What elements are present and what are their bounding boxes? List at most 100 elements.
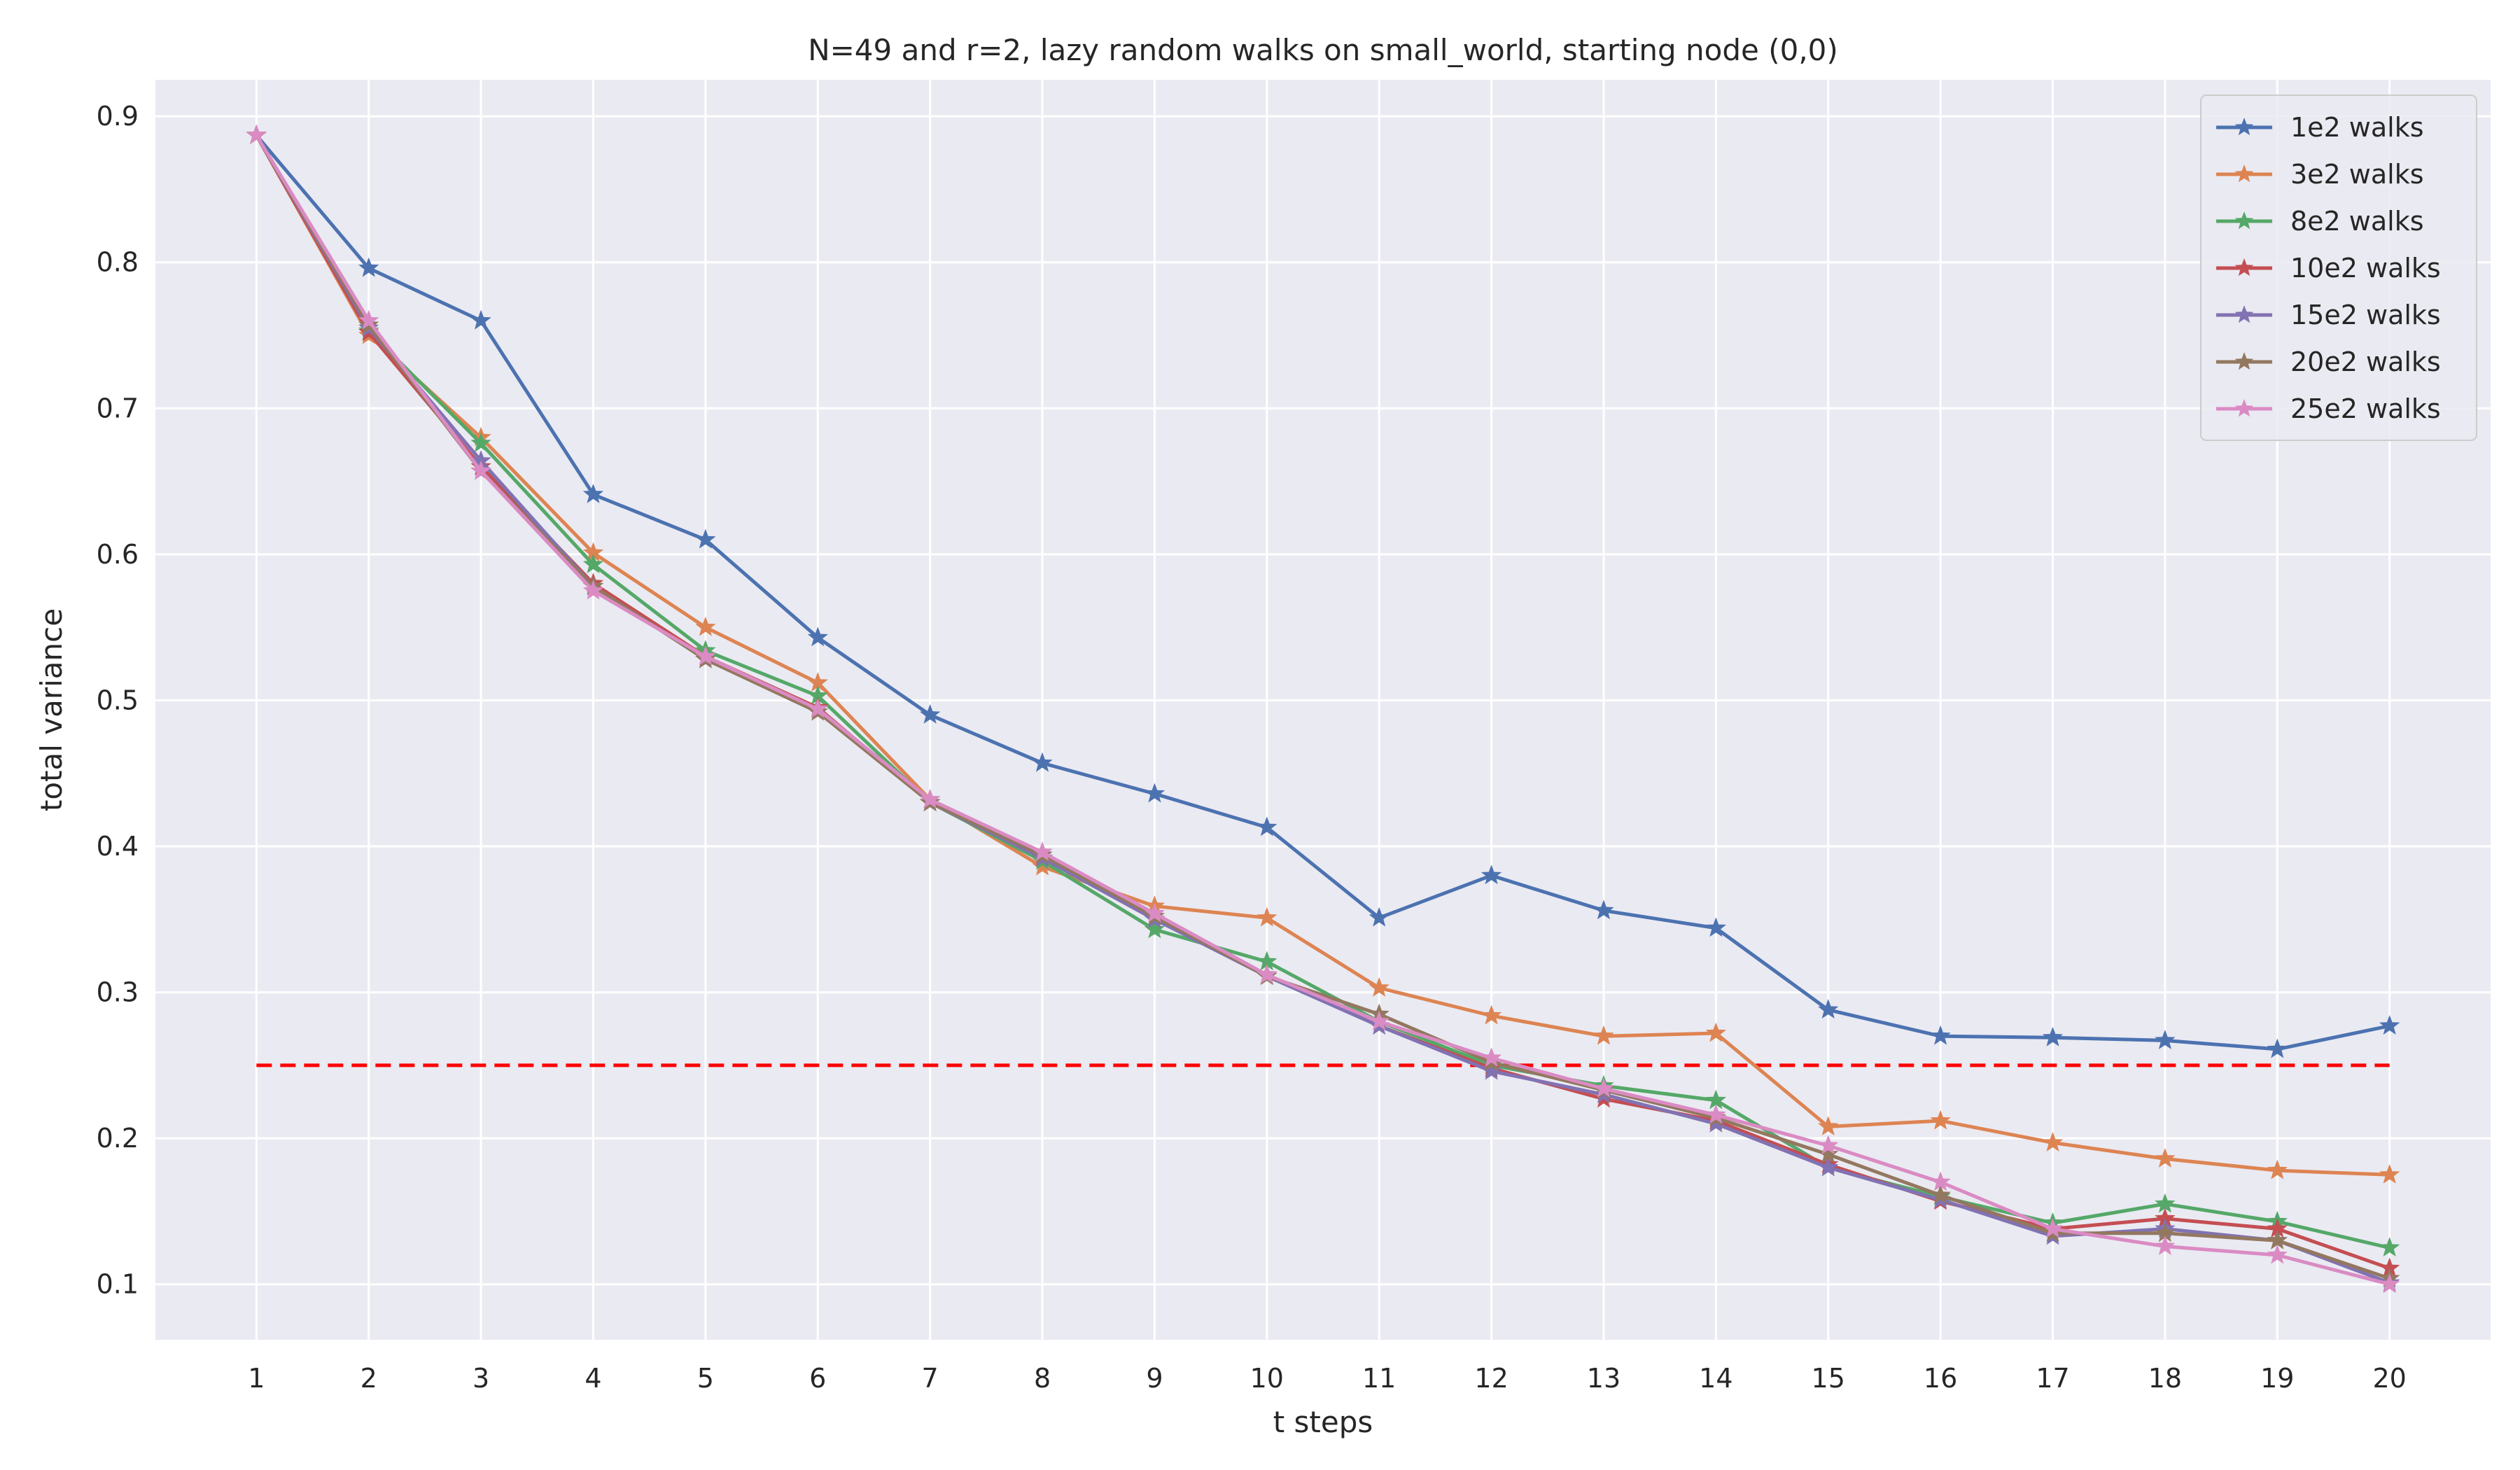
x-tick-label: 15	[1812, 1363, 1845, 1394]
legend-box	[2200, 94, 2477, 441]
x-tick-label: 14	[1699, 1363, 1732, 1394]
x-tick-label: 11	[1362, 1363, 1396, 1394]
data-point	[1818, 1116, 1839, 1135]
gridlines	[155, 80, 2491, 1340]
x-tick-label: 9	[1146, 1363, 1163, 1394]
data-point	[582, 483, 604, 503]
data-point	[2042, 1026, 2064, 1046]
data-point	[246, 124, 267, 144]
legend-label: 8e2 walks	[2290, 206, 2424, 237]
legend-label: 3e2 walks	[2290, 159, 2424, 190]
data-point	[695, 616, 716, 636]
y-tick-label: 0.5	[97, 685, 139, 715]
data-point	[2267, 1038, 2288, 1058]
legend-item: 1e2 walks	[2216, 112, 2424, 143]
series-6	[246, 124, 2400, 1294]
series-line	[255, 134, 2390, 1250]
legend-marker	[2234, 258, 2254, 276]
x-tick-label: 16	[1924, 1363, 1957, 1394]
data-point	[2379, 1273, 2400, 1294]
data-point	[470, 309, 491, 330]
data-point	[2379, 1015, 2400, 1035]
legend-marker	[2234, 399, 2254, 417]
legend-marker	[2234, 164, 2254, 183]
data-point	[807, 626, 828, 647]
legend-item: 3e2 walks	[2216, 159, 2424, 190]
legend-item: 8e2 walks	[2216, 206, 2424, 237]
series-group	[246, 124, 2400, 1294]
x-tick-label: 4	[584, 1363, 601, 1394]
x-tick-label: 18	[2148, 1363, 2182, 1394]
data-point	[1368, 906, 1390, 927]
y-tick-label: 0.7	[97, 393, 139, 424]
legend-label: 1e2 walks	[2290, 112, 2424, 143]
x-tick-label: 19	[2260, 1363, 2294, 1394]
data-point	[2155, 1147, 2176, 1168]
data-point	[1930, 1184, 1951, 1204]
data-point	[1144, 783, 1166, 803]
legend-label: 10e2 walks	[2290, 253, 2441, 284]
x-tick-label: 17	[2036, 1363, 2069, 1394]
data-point	[1480, 864, 1502, 885]
data-point	[2379, 1163, 2400, 1184]
legend-marker	[2234, 305, 2254, 323]
data-point	[1032, 841, 1053, 861]
legend-item: 15e2 walks	[2216, 300, 2441, 330]
data-point	[582, 554, 604, 573]
data-point	[1256, 964, 1278, 984]
x-tick-label: 13	[1587, 1363, 1620, 1394]
data-point	[1593, 1077, 1614, 1098]
data-point	[2042, 1131, 2064, 1152]
data-point	[358, 257, 379, 277]
data-point	[1480, 1004, 1502, 1025]
data-point	[1593, 1025, 1614, 1045]
y-tick-label: 0.6	[97, 539, 139, 570]
x-tick-label: 3	[472, 1363, 489, 1394]
data-point	[1705, 1104, 1727, 1124]
data-point	[1144, 902, 1166, 923]
data-point	[2379, 1237, 2400, 1257]
series-line	[255, 134, 2390, 1280]
data-point	[1256, 816, 1278, 836]
legend-label: 20e2 walks	[2290, 346, 2441, 377]
data-point	[470, 460, 491, 480]
series-line	[255, 134, 2390, 1177]
legend-marker	[2234, 211, 2254, 230]
series-line	[255, 134, 2390, 1287]
y-tick-label: 0.9	[97, 101, 139, 132]
data-point	[2155, 1236, 2176, 1255]
data-point	[695, 645, 716, 666]
legend-label: 15e2 walks	[2290, 300, 2441, 330]
data-point	[2155, 1029, 2176, 1049]
x-tick-label: 20	[2372, 1363, 2406, 1394]
y-tick-label: 0.3	[97, 977, 139, 1008]
data-point	[1705, 1022, 1727, 1042]
data-point	[1818, 1143, 1839, 1163]
data-point	[1930, 1171, 1951, 1191]
legend-label: 25e2 walks	[2290, 393, 2441, 424]
data-point	[1930, 1110, 1951, 1130]
x-tick-label: 8	[1034, 1363, 1051, 1394]
x-tick-label: 12	[1474, 1363, 1508, 1394]
data-point	[582, 580, 604, 600]
y-tick-label: 0.2	[97, 1123, 139, 1154]
y-tick-label: 0.8	[97, 247, 139, 278]
legend-item: 10e2 walks	[2216, 253, 2441, 284]
data-point	[919, 788, 941, 808]
legend-item: 25e2 walks	[2216, 393, 2441, 424]
data-point	[2267, 1159, 2288, 1180]
legend: 1e2 walks 3e2 walks 8e2 walks 10e2 walks 15e…	[2200, 94, 2477, 441]
legend-marker	[2234, 352, 2254, 370]
x-tick-label: 10	[1250, 1363, 1284, 1394]
data-point	[807, 698, 828, 718]
x-tick-label: 6	[809, 1363, 826, 1394]
data-point	[1818, 1156, 1839, 1177]
x-tick-label: 7	[922, 1363, 939, 1394]
data-point	[1032, 752, 1053, 772]
x-tick-label: 2	[360, 1363, 377, 1394]
data-point	[1818, 1135, 1839, 1155]
x-tick-label: 5	[697, 1363, 714, 1394]
data-point	[1368, 976, 1390, 997]
data-point	[470, 432, 491, 452]
